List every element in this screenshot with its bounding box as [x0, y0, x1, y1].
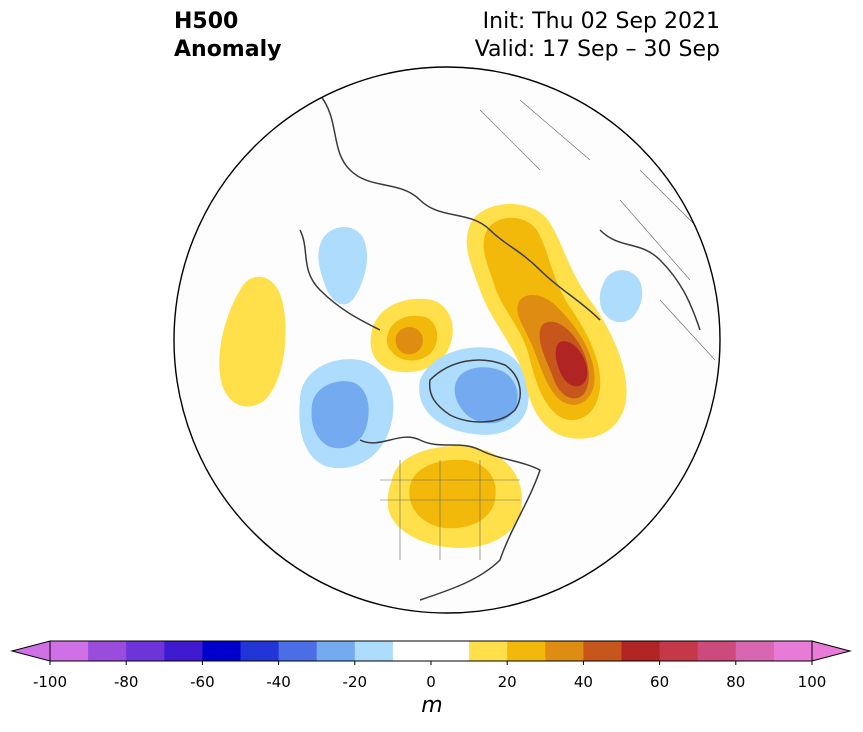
colorbar-cell	[392, 641, 432, 661]
colorbar-cell	[50, 641, 89, 661]
colorbar-cell	[773, 641, 813, 661]
valid-range: Valid: 17 Sep – 30 Sep	[474, 37, 720, 62]
colorbar-tick-label: 60	[650, 673, 670, 691]
anomaly-arctic-negative	[318, 226, 368, 305]
colorbar-cell	[621, 641, 661, 661]
colorbar-cell	[545, 641, 584, 661]
anomaly-shading	[219, 203, 643, 548]
coast-alaska	[299, 229, 381, 331]
colorbar-tick-label: 40	[573, 673, 593, 691]
colorbar-tick-label: -80	[113, 673, 139, 691]
colorbar-cell	[240, 641, 280, 661]
colorbar-tick-label: 80	[726, 673, 746, 691]
colorbar-cell	[735, 641, 775, 661]
colorbar-cell	[354, 641, 394, 661]
colorbar-tick-label: 0	[426, 673, 436, 691]
title-field: H500	[174, 9, 239, 34]
anomaly-eurasia-positive-5	[555, 341, 588, 387]
colorbar-extend-right	[811, 640, 852, 662]
colorbar-cell	[202, 641, 241, 661]
map-title-left: H500 Anomaly	[174, 8, 281, 64]
anomaly-goa-negative-inner	[311, 381, 369, 449]
border-lines-2	[479, 99, 716, 361]
anomaly-na-positive-inner	[409, 459, 496, 529]
colorbar-cell	[469, 641, 508, 661]
border-lines-1	[380, 460, 520, 560]
coast-eurasia	[319, 94, 601, 321]
colorbar-tick-label: -60	[190, 673, 215, 691]
colorbar	[10, 640, 852, 665]
map-title-right: Init: Thu 02 Sep 2021 Valid: 17 Sep – 30…	[475, 8, 720, 64]
init-date: Init: Thu 02 Sep 2021	[482, 9, 720, 34]
colorbar-extend-left	[10, 640, 51, 662]
colorbar-cell	[126, 641, 165, 661]
coastlines	[299, 94, 701, 601]
anomaly-pacific-positive	[219, 276, 286, 407]
colorbar-tick-label: -20	[342, 673, 368, 691]
colorbar-cell	[316, 641, 356, 661]
coast-europe	[599, 229, 701, 331]
coast-greenland	[428, 359, 521, 423]
coast-north-america	[359, 436, 541, 601]
colorbar-tick-label: 100	[797, 673, 827, 691]
polar-map	[173, 66, 721, 614]
colorbar-cell	[88, 641, 127, 661]
colorbar-cell	[697, 641, 737, 661]
borders	[380, 99, 716, 560]
colorbar-cell	[431, 641, 470, 661]
anomaly-siberia-positive-inner	[395, 327, 423, 355]
anomaly-greenland-negative-inner	[454, 367, 518, 424]
colorbar-tick-label: -100	[32, 673, 68, 691]
title-type: Anomaly	[174, 37, 282, 62]
colorbar-tick-label: -40	[266, 673, 291, 691]
anomaly-asia-negative	[599, 270, 643, 323]
colorbar-cell	[507, 641, 546, 661]
colorbar-cell	[659, 641, 699, 661]
colorbar-cell	[583, 641, 622, 661]
colorbar-cell	[164, 641, 203, 661]
globe-outline	[173, 66, 721, 614]
colorbar-tick-label: 20	[497, 673, 517, 691]
colorbar-unit: m	[421, 693, 443, 718]
colorbar-cell	[278, 641, 318, 661]
